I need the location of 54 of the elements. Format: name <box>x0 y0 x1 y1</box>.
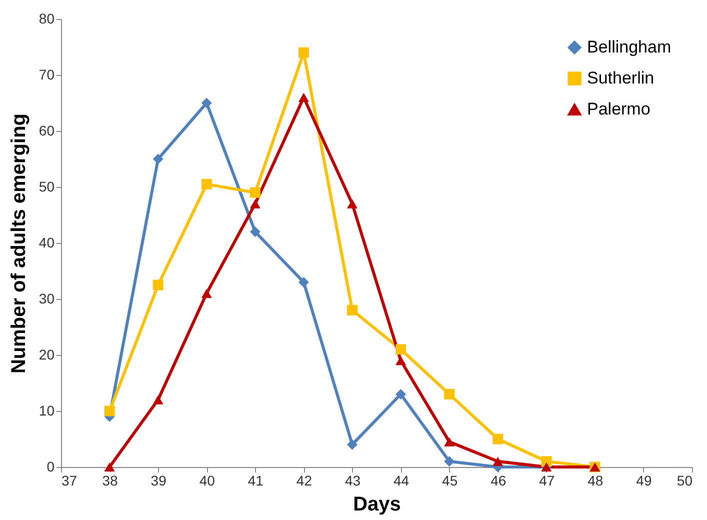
y-axis-title: Number of adults emerging <box>8 113 30 374</box>
y-tick-label: 40 <box>38 234 55 250</box>
y-tick-label: 80 <box>38 10 55 26</box>
point <box>298 47 309 58</box>
point <box>201 288 212 298</box>
point <box>541 456 552 467</box>
point <box>444 437 455 446</box>
x-tick-label: 43 <box>344 472 361 488</box>
point <box>152 154 164 164</box>
point <box>492 434 504 444</box>
x-tick-label: 47 <box>539 472 555 488</box>
legend-label: Palermo <box>587 100 650 118</box>
x-tick-label: 44 <box>393 472 410 488</box>
point <box>346 199 358 208</box>
point <box>298 276 309 288</box>
point <box>250 226 260 238</box>
x-tick-label: 46 <box>490 472 506 488</box>
y-tick-label: 60 <box>38 122 55 138</box>
point <box>152 395 164 404</box>
y-tick-label: 50 <box>38 178 55 194</box>
x-axis-title: Days <box>353 494 401 516</box>
y-tick-label: 70 <box>38 66 55 82</box>
y-tick-label: 20 <box>38 346 55 362</box>
point <box>201 178 212 190</box>
legend-label: Sutherlin <box>587 68 654 88</box>
point <box>444 456 455 467</box>
x-tick-label: 39 <box>150 472 167 488</box>
point <box>346 304 358 316</box>
point <box>396 356 406 366</box>
x-tick-label: 42 <box>296 472 312 488</box>
point <box>201 98 212 108</box>
point <box>152 280 164 290</box>
x-tick-label: 41 <box>248 472 264 488</box>
y-tick-label: 10 <box>38 402 55 418</box>
point <box>104 462 115 472</box>
point <box>444 388 455 400</box>
x-tick-label: 48 <box>588 472 604 488</box>
point <box>492 456 504 466</box>
legend-label: Bellingham <box>587 38 672 56</box>
point <box>250 199 260 208</box>
point <box>298 92 309 102</box>
point <box>396 344 406 355</box>
x-tick-label: 38 <box>102 472 118 488</box>
point <box>250 187 260 198</box>
point <box>104 406 115 416</box>
y-tick-label: 0 <box>46 458 55 474</box>
x-tick-label: 37 <box>62 472 78 488</box>
x-tick-label: 45 <box>442 472 458 488</box>
x-tick-label: 40 <box>199 472 216 488</box>
y-tick-label: 30 <box>38 290 55 306</box>
point <box>396 388 406 400</box>
point <box>346 439 358 450</box>
x-tick-label: 49 <box>636 472 652 488</box>
x-tick-label: 50 <box>676 472 693 488</box>
